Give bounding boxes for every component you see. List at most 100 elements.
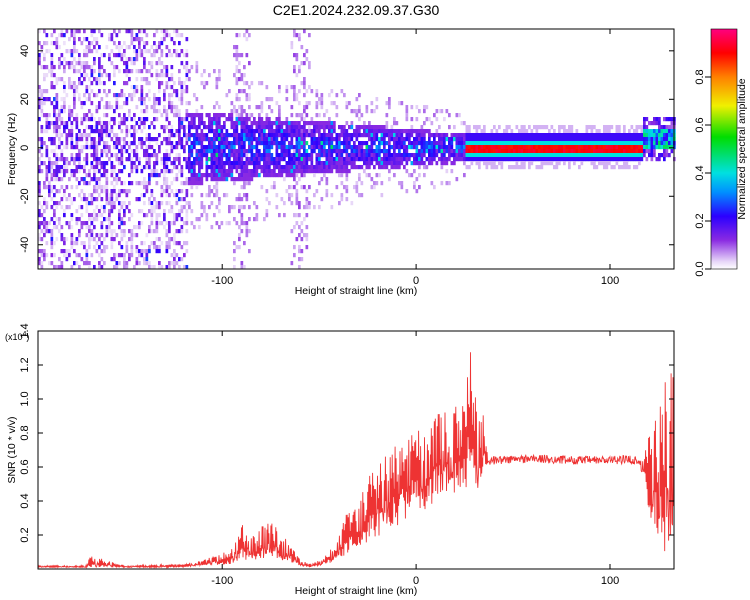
spectrogram-cell [335,149,339,154]
spectrogram-cell [118,105,121,110]
spectrogram-cell [170,149,174,154]
spectrogram-cell [280,173,284,178]
spectrogram-cell [370,137,374,142]
spectrogram-cell [423,145,426,150]
spectrogram-cell [83,113,86,118]
spectrogram-cell [528,137,531,142]
spectrogram-cell [668,153,671,158]
spectrogram-cell [70,225,74,230]
spectrogram-cell [518,129,521,134]
spectrogram-cell [65,205,69,210]
spectrogram-cell [75,221,79,226]
spectrogram-cell [530,157,534,162]
spectrogram-cell [60,53,64,58]
spectrogram-cell [65,125,69,130]
spectrogram-cell [538,157,541,162]
spectrogram-cell [213,117,216,122]
spectrogram-cell [540,157,544,162]
spectrogram-cell [248,85,251,90]
spectrogram-cell [315,153,319,158]
spectrogram-cell [63,65,66,70]
spectrogram-cell [68,117,71,122]
spectrogram-cell [205,157,209,162]
spectrogram-cell [103,105,106,110]
spectrogram-cell [380,181,384,186]
spectrogram-cell [108,105,111,110]
spectrogram-cell [460,149,464,154]
spectrogram-cell [148,225,151,230]
spectrogram-cell [450,149,454,154]
spectrogram-cell [560,149,564,154]
spectrogram-cell [290,41,294,46]
spectrogram-cell [200,173,204,178]
spectrogram-cell [485,133,489,138]
spectrogram-cell [215,125,219,130]
spectrogram-cell [173,29,176,34]
spectrogram-cell [220,125,224,130]
spectrogram-cell [295,153,299,158]
spectrogram-cell [418,141,421,146]
spectrogram-cell [40,261,44,266]
spectrogram-cell [290,261,294,266]
spectrogram-cell [270,161,274,166]
spectrogram-cell [330,101,334,106]
spectrogram-cell [185,221,189,226]
spectrogram-cell [295,141,299,146]
spectrogram-cell [118,41,121,46]
spectrogram-cell [318,161,321,166]
spectrogram-cell [240,117,244,122]
spectrogram-cell [45,145,49,150]
spectrogram-cell [58,77,61,82]
spectrogram-cell [285,149,289,154]
spectrogram-cell [200,161,204,166]
spectrogram-cell [70,61,74,66]
spectrogram-cell [83,181,86,186]
spectrogram-cell [85,249,89,254]
spectrogram-cell [223,133,226,138]
spectrogram-cell [105,121,109,126]
spectrogram-cell [428,149,431,154]
spectrogram-cell [300,61,304,66]
spectrogram-cell [128,77,131,82]
spectrogram-cell [540,125,544,130]
spectrogram-cell [448,145,451,150]
spectrogram-cell [170,109,174,114]
spectrogram-cell [178,229,181,234]
spectrogram-cell [148,181,151,186]
spectrogram-cell [270,173,274,178]
spectrogram-cell [320,121,324,126]
spectrogram-cell [173,233,176,238]
spectrogram-cell [535,145,539,150]
spectrogram-cell [158,41,161,46]
spectrogram-cell [393,149,396,154]
spectrogram-cell [113,205,116,210]
spectrogram-cell [118,189,121,194]
spectrogram-cell [50,53,54,58]
spectrogram-cell [650,149,654,154]
spectrogram-cell [315,165,319,170]
spectrogram-cell [125,193,129,198]
spectrogram-cell [630,157,634,162]
spectrogram-cell [340,165,344,170]
spectrogram-cell [45,117,49,122]
spectrogram-cell [110,181,114,186]
spectrogram-cell [470,157,474,162]
spectrogram-cell [328,169,331,174]
spectrogram-cell [533,125,536,130]
spectrogram-cell [145,149,149,154]
spectrogram-cell [70,237,74,242]
spectrogram-cell [155,141,159,146]
spectrogram-cell [93,245,96,250]
spectrogram-cell [288,129,291,134]
spectrogram-cell [305,153,309,158]
spectrogram-cell [230,205,234,210]
spectrogram-cell [620,145,624,150]
spectrogram-cell [235,157,239,162]
spectrogram-cell [653,117,656,122]
spectrogram-cell [100,221,104,226]
spectrogram-cell [303,205,306,210]
spectrogram-cell [630,125,634,130]
spectrogram-cell [243,181,246,186]
spectrogram-cell [193,125,196,130]
spectrogram-cell [230,145,234,150]
